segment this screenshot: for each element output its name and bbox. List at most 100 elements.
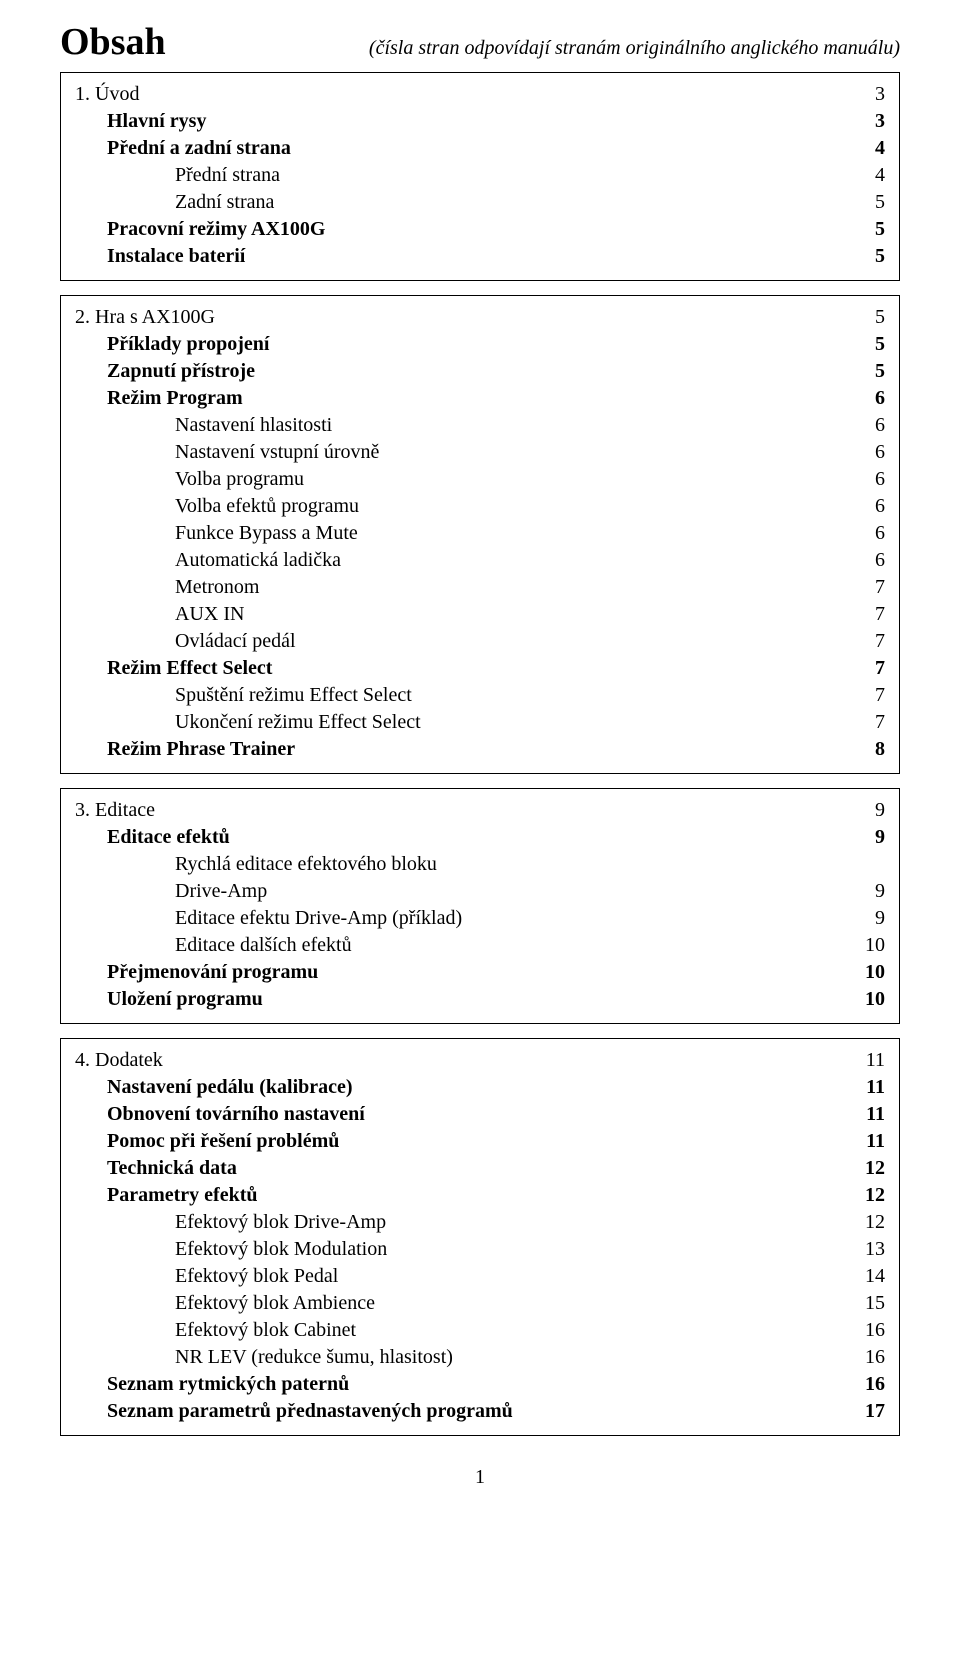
toc-page: 7	[855, 655, 885, 682]
toc-row: Seznam rytmických paternů16	[75, 1371, 885, 1398]
toc-page: 7	[855, 709, 885, 736]
toc-row: Metronom7	[75, 574, 885, 601]
toc-page: 5	[855, 189, 885, 216]
toc-label: Seznam parametrů přednastavených program…	[107, 1398, 855, 1425]
toc-page: 10	[855, 986, 885, 1013]
toc-row: Nastavení pedálu (kalibrace)11	[75, 1074, 885, 1101]
toc-label: Automatická ladička	[175, 547, 855, 574]
toc-page: 11	[855, 1074, 885, 1101]
toc-row: Přední strana4	[75, 162, 885, 189]
toc-row: Efektový blok Modulation13	[75, 1236, 885, 1263]
toc-label: Funkce Bypass a Mute	[175, 520, 855, 547]
toc-label: Režim Program	[107, 385, 855, 412]
toc-label: Efektový blok Cabinet	[175, 1317, 855, 1344]
toc-page: 16	[855, 1371, 885, 1398]
toc-row: Režim Effect Select7	[75, 655, 885, 682]
toc-label: Pracovní režimy AX100G	[107, 216, 855, 243]
toc-blocks: 1. Úvod3Hlavní rysy3Přední a zadní stran…	[60, 72, 900, 1436]
toc-row: Parametry efektů12	[75, 1182, 885, 1209]
toc-row: Editace efektu Drive-Amp (příklad)9	[75, 905, 885, 932]
toc-label: Spuštění režimu Effect Select	[175, 682, 855, 709]
toc-row: Hlavní rysy3	[75, 108, 885, 135]
toc-label: Volba efektů programu	[175, 493, 855, 520]
toc-row: Drive-Amp9	[75, 878, 885, 905]
toc-row: Efektový blok Pedal14	[75, 1263, 885, 1290]
toc-label: Rychlá editace efektového bloku	[175, 851, 855, 878]
toc-label: Technická data	[107, 1155, 855, 1182]
toc-label: Efektový blok Ambience	[175, 1290, 855, 1317]
toc-page: 7	[855, 601, 885, 628]
toc-row: Režim Program6	[75, 385, 885, 412]
toc-label: Pomoc při řešení problémů	[107, 1128, 855, 1155]
toc-page: 9	[855, 905, 885, 932]
toc-label: Hlavní rysy	[107, 108, 855, 135]
toc-row: Ovládací pedál7	[75, 628, 885, 655]
toc-row: Nastavení vstupní úrovně6	[75, 439, 885, 466]
toc-label: Metronom	[175, 574, 855, 601]
toc-row: Spuštění režimu Effect Select7	[75, 682, 885, 709]
toc-label: Nastavení pedálu (kalibrace)	[107, 1074, 855, 1101]
toc-row: 3. Editace9	[75, 797, 885, 824]
toc-label: Efektový blok Drive-Amp	[175, 1209, 855, 1236]
toc-label: Režim Phrase Trainer	[107, 736, 855, 763]
toc-label: Instalace baterií	[107, 243, 855, 270]
toc-row: Nastavení hlasitosti6	[75, 412, 885, 439]
toc-row: 2. Hra s AX100G5	[75, 304, 885, 331]
page-subtitle: (čísla stran odpovídají stranám originál…	[369, 37, 900, 60]
toc-page: 7	[855, 682, 885, 709]
toc-label: Efektový blok Pedal	[175, 1263, 855, 1290]
toc-row: Automatická ladička6	[75, 547, 885, 574]
toc-label: Příklady propojení	[107, 331, 855, 358]
toc-row: AUX IN7	[75, 601, 885, 628]
toc-label: Parametry efektů	[107, 1182, 855, 1209]
toc-label: Zadní strana	[175, 189, 855, 216]
toc-page: 11	[855, 1128, 885, 1155]
toc-label: Drive-Amp	[175, 878, 855, 905]
toc-page: 6	[855, 466, 885, 493]
toc-label: Volba programu	[175, 466, 855, 493]
toc-label: Přejmenování programu	[107, 959, 855, 986]
toc-row: Uložení programu10	[75, 986, 885, 1013]
toc-row: Zapnutí přístroje5	[75, 358, 885, 385]
toc-page: 5	[855, 304, 885, 331]
toc-row: 1. Úvod3	[75, 81, 885, 108]
toc-label: Nastavení hlasitosti	[175, 412, 855, 439]
toc-label: Editace efektu Drive-Amp (příklad)	[175, 905, 855, 932]
toc-label: AUX IN	[175, 601, 855, 628]
toc-page: 3	[855, 81, 885, 108]
toc-row: 4. Dodatek11	[75, 1047, 885, 1074]
toc-page: 11	[855, 1101, 885, 1128]
toc-page: 10	[855, 932, 885, 959]
header: Obsah (čísla stran odpovídají stranám or…	[60, 20, 900, 64]
toc-label: Ukončení režimu Effect Select	[175, 709, 855, 736]
toc-page: 17	[855, 1398, 885, 1425]
toc-row: Volba efektů programu6	[75, 493, 885, 520]
toc-row: Seznam parametrů přednastavených program…	[75, 1398, 885, 1425]
toc-row: Přední a zadní strana4	[75, 135, 885, 162]
toc-row: Efektový blok Ambience15	[75, 1290, 885, 1317]
toc-label: Ovládací pedál	[175, 628, 855, 655]
toc-page: 9	[855, 824, 885, 851]
toc-row: Efektový blok Cabinet16	[75, 1317, 885, 1344]
toc-label: 4. Dodatek	[75, 1047, 855, 1074]
toc-label: Uložení programu	[107, 986, 855, 1013]
toc-row: Instalace baterií5	[75, 243, 885, 270]
toc-row: Funkce Bypass a Mute6	[75, 520, 885, 547]
page-title: Obsah	[60, 20, 166, 64]
toc-label: Obnovení továrního nastavení	[107, 1101, 855, 1128]
toc-label: Seznam rytmických paternů	[107, 1371, 855, 1398]
toc-label: Nastavení vstupní úrovně	[175, 439, 855, 466]
page-number: 1	[60, 1466, 900, 1489]
toc-page: 5	[855, 331, 885, 358]
toc-page: 14	[855, 1263, 885, 1290]
toc-label: Režim Effect Select	[107, 655, 855, 682]
toc-row: Rychlá editace efektového bloku	[75, 851, 885, 878]
toc-row: Režim Phrase Trainer8	[75, 736, 885, 763]
toc-label: Efektový blok Modulation	[175, 1236, 855, 1263]
toc-label: Editace efektů	[107, 824, 855, 851]
toc-row: Obnovení továrního nastavení11	[75, 1101, 885, 1128]
toc-page: 7	[855, 574, 885, 601]
toc-page: 16	[855, 1317, 885, 1344]
toc-row: Ukončení režimu Effect Select7	[75, 709, 885, 736]
toc-page: 6	[855, 547, 885, 574]
